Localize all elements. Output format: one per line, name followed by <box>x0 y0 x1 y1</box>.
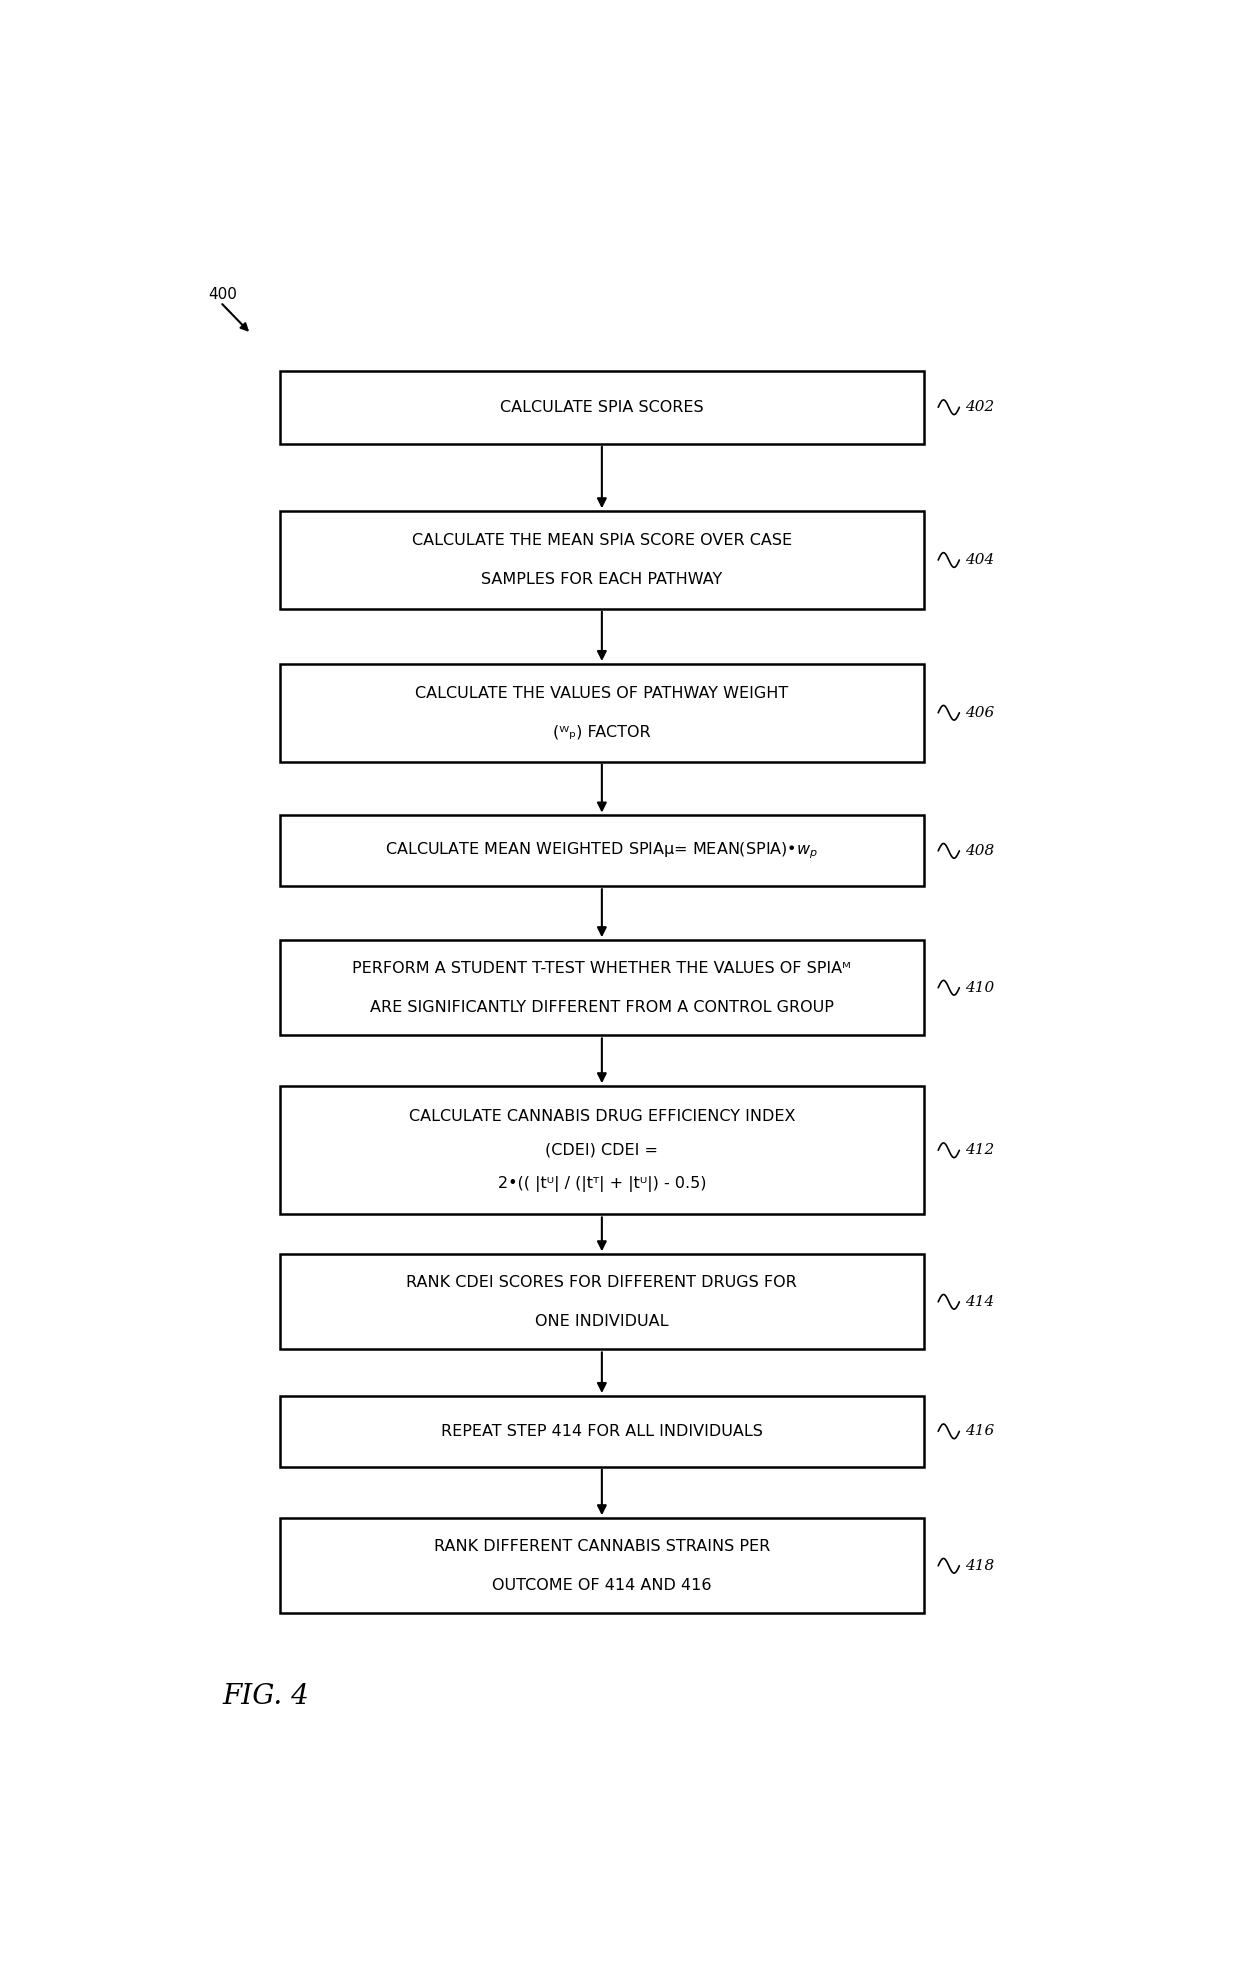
Text: (ᵂₚ) FACTOR: (ᵂₚ) FACTOR <box>553 724 651 740</box>
Text: 402: 402 <box>965 400 994 413</box>
Text: CALCULATE MEAN WEIGHTED SPIAμ= MEAN(SPIA)•$w_p$: CALCULATE MEAN WEIGHTED SPIAμ= MEAN(SPIA… <box>386 840 818 862</box>
Bar <box>280 1254 924 1350</box>
Text: 2•(( |tᵁ| / (|tᵀ| + |tᵁ|) - 0.5): 2•(( |tᵁ| / (|tᵀ| + |tᵁ|) - 0.5) <box>497 1177 706 1193</box>
Text: 410: 410 <box>965 980 994 994</box>
Bar <box>280 512 924 608</box>
Bar <box>280 663 924 762</box>
Bar <box>280 815 924 886</box>
Text: CALCULATE THE VALUES OF PATHWAY WEIGHT: CALCULATE THE VALUES OF PATHWAY WEIGHT <box>415 685 789 701</box>
Text: OUTCOME OF 414 AND 416: OUTCOME OF 414 AND 416 <box>492 1578 712 1592</box>
Text: REPEAT STEP 414 FOR ALL INDIVIDUALS: REPEAT STEP 414 FOR ALL INDIVIDUALS <box>441 1423 763 1439</box>
Bar <box>280 1086 924 1214</box>
Bar <box>280 1395 924 1466</box>
Bar <box>280 370 924 445</box>
Bar <box>280 1517 924 1614</box>
Text: 414: 414 <box>965 1295 994 1309</box>
Text: 408: 408 <box>965 844 994 858</box>
Text: (CDEI) CDEI =: (CDEI) CDEI = <box>546 1143 658 1157</box>
Bar <box>280 941 924 1035</box>
Text: ONE INDIVIDUAL: ONE INDIVIDUAL <box>536 1315 668 1328</box>
Text: 416: 416 <box>965 1425 994 1439</box>
Text: 400: 400 <box>208 287 237 303</box>
Text: 418: 418 <box>965 1559 994 1572</box>
Text: PERFORM A STUDENT T-TEST WHETHER THE VALUES OF SPIAᴹ: PERFORM A STUDENT T-TEST WHETHER THE VAL… <box>352 960 852 976</box>
Text: 404: 404 <box>965 553 994 567</box>
Text: CALCULATE CANNABIS DRUG EFFICIENCY INDEX: CALCULATE CANNABIS DRUG EFFICIENCY INDEX <box>409 1108 795 1124</box>
Text: 412: 412 <box>965 1143 994 1157</box>
Text: RANK DIFFERENT CANNABIS STRAINS PER: RANK DIFFERENT CANNABIS STRAINS PER <box>434 1539 770 1553</box>
Text: ARE SIGNIFICANTLY DIFFERENT FROM A CONTROL GROUP: ARE SIGNIFICANTLY DIFFERENT FROM A CONTR… <box>370 1000 833 1015</box>
Text: CALCULATE THE MEAN SPIA SCORE OVER CASE: CALCULATE THE MEAN SPIA SCORE OVER CASE <box>412 533 792 547</box>
Text: CALCULATE SPIA SCORES: CALCULATE SPIA SCORES <box>500 400 703 415</box>
Text: RANK CDEI SCORES FOR DIFFERENT DRUGS FOR: RANK CDEI SCORES FOR DIFFERENT DRUGS FOR <box>407 1275 797 1289</box>
Text: SAMPLES FOR EACH PATHWAY: SAMPLES FOR EACH PATHWAY <box>481 573 723 586</box>
Text: 406: 406 <box>965 707 994 720</box>
Text: FIG. 4: FIG. 4 <box>222 1683 309 1710</box>
